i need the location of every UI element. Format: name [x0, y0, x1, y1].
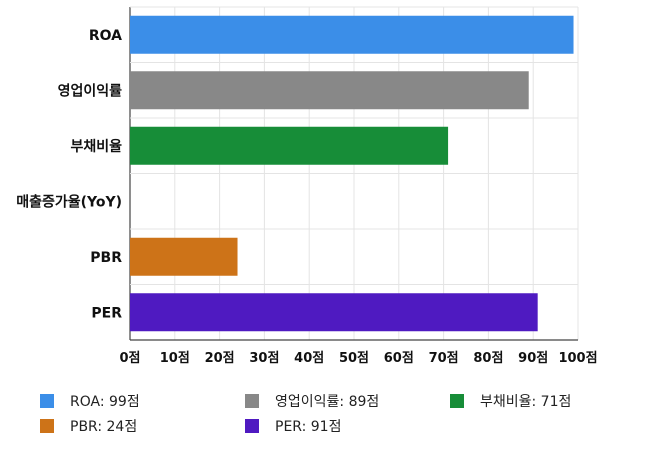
x-tick-label: 40점 [294, 351, 324, 366]
category-label: ROA [89, 28, 122, 44]
chart-bars [130, 15, 574, 332]
x-tick-label: 70점 [429, 351, 459, 366]
category-label: PBR [90, 250, 122, 266]
bar [130, 71, 529, 110]
legend-item: ROA: 99점 [40, 391, 140, 411]
x-tick-label: 90점 [518, 351, 548, 366]
legend-label: PBR: 24점 [70, 419, 138, 435]
x-tick-label: 60점 [384, 351, 414, 366]
x-tick-label: 20점 [205, 351, 235, 366]
bar [130, 237, 238, 276]
x-tick-label: 0점 [119, 351, 140, 366]
category-label: 부채비율 [70, 138, 122, 155]
legend-label: 영업이익률: 89점 [275, 394, 380, 410]
legend-item: PER: 91점 [245, 416, 341, 436]
legend-swatch [40, 419, 54, 433]
category-label: 영업이익률 [58, 82, 123, 99]
category-label: 매출증가율(YoY) [16, 193, 122, 210]
bar [130, 15, 574, 54]
legend-swatch [450, 394, 464, 408]
bar [130, 126, 449, 165]
x-tick-label: 30점 [249, 351, 279, 366]
legend-item: 영업이익률: 89점 [245, 391, 379, 411]
x-tick-labels: 0점 10점 20점 30점 40점 50점 60점 70점 80점 90점 100점 [119, 351, 597, 366]
legend-item: PBR: 24점 [40, 416, 137, 436]
legend-swatch [245, 394, 259, 408]
category-label: PER [91, 305, 122, 321]
legend-swatch [40, 394, 54, 408]
chart-grid [129, 6, 579, 341]
x-tick-label: 10점 [160, 351, 190, 366]
legend-item: 부채비율: 71점 [450, 391, 571, 411]
x-tick-label: 50점 [339, 351, 369, 366]
x-tick-label: 80점 [473, 351, 503, 366]
chart-legend: ROA: 99점 영업이익률: 89점 부채비율: 71점 PBR: 24점 PER: … [40, 391, 640, 441]
bar [130, 293, 538, 332]
legend-label: PER: 91점 [275, 419, 342, 435]
legend-label: ROA: 99점 [70, 394, 140, 410]
legend-swatch [245, 419, 259, 433]
x-tick-label: 100점 [558, 351, 597, 366]
legend-label: 부채비율: 71점 [480, 394, 572, 410]
